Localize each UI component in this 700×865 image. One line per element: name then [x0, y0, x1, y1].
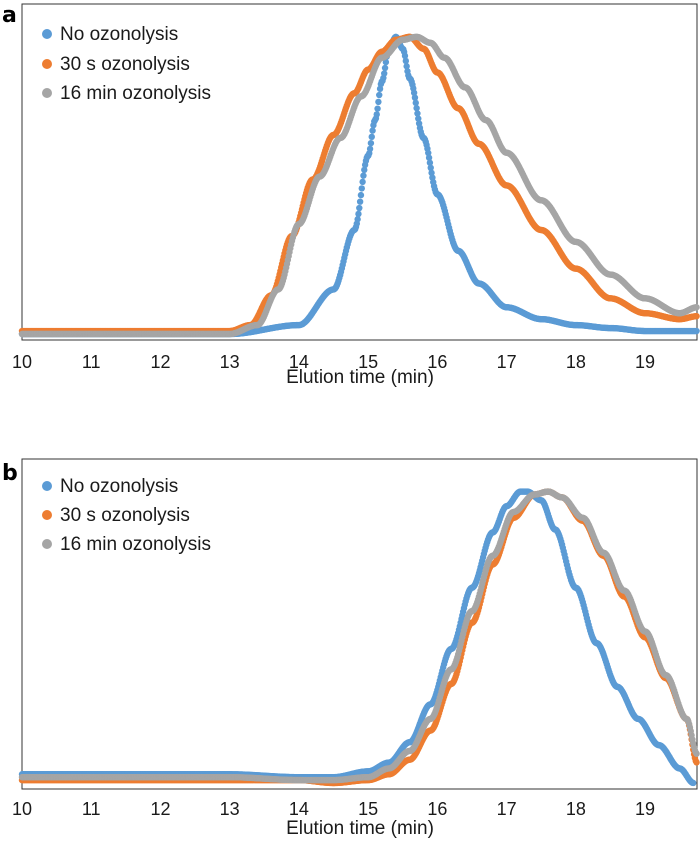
data-point — [425, 149, 432, 157]
data-point — [376, 91, 383, 99]
legend-item: 30 s ozonolysis — [42, 505, 190, 526]
data-point — [374, 105, 381, 112]
legend-item: No ozonolysis — [42, 24, 178, 45]
x-tick-label: 18 — [566, 799, 586, 819]
data-point — [381, 70, 388, 77]
x-tick-label: 19 — [635, 352, 655, 372]
data-point — [693, 750, 700, 757]
legend-label: No ozonolysis — [60, 476, 178, 497]
x-tick-label: 13 — [220, 352, 240, 372]
data-point — [693, 759, 700, 766]
data-point — [415, 115, 422, 122]
legend-marker — [42, 29, 52, 39]
data-point — [382, 58, 390, 66]
x-tick-label: 16 — [427, 799, 447, 819]
panel-a-x-ticks: 10 11 12 13 14 15 16 17 18 19 — [12, 352, 655, 372]
x-tick-label: 11 — [82, 799, 101, 819]
data-point — [360, 172, 367, 179]
legend-item: 16 min ozonolysis — [42, 83, 211, 104]
panel-b-plot-frame — [21, 458, 698, 790]
x-tick-label: 14 — [289, 352, 309, 372]
x-tick-label: 17 — [497, 352, 517, 372]
data-point — [361, 166, 368, 174]
data-point — [425, 154, 433, 161]
data-point — [426, 159, 434, 166]
x-tick-label: 15 — [358, 352, 378, 372]
panel-a-legend: No ozonolysis 30 s ozonolysis 16 min ozo… — [42, 24, 211, 104]
x-tick-label: 19 — [635, 799, 655, 819]
x-tick-label: 15 — [358, 799, 378, 819]
panel-b-x-ticks: 10 11 12 13 14 15 16 17 18 19 — [12, 799, 655, 819]
panel-b-series — [18, 488, 700, 787]
data-point — [413, 104, 420, 112]
data-point — [414, 110, 421, 117]
legend-marker — [42, 481, 52, 491]
data-point — [381, 64, 389, 72]
data-point — [354, 216, 361, 223]
panel-b-label: b — [2, 461, 18, 486]
legend-label: 30 s ozonolysis — [60, 505, 190, 526]
legend-marker — [42, 59, 52, 69]
x-tick-label: 14 — [289, 799, 309, 819]
panel-b: b 10 11 12 13 14 15 16 17 18 19 Elution time (min… — [2, 458, 700, 839]
legend-marker — [42, 510, 52, 520]
data-point — [358, 185, 365, 192]
panel-b-x-axis-label: Elution time (min) — [286, 818, 434, 839]
data-point — [412, 99, 419, 107]
data-point — [369, 127, 376, 134]
data-point — [368, 133, 375, 141]
legend-marker — [42, 88, 52, 98]
x-tick-label: 13 — [220, 799, 240, 819]
x-tick-label: 10 — [12, 352, 32, 372]
legend-item: 30 s ozonolysis — [42, 54, 190, 75]
data-point — [359, 178, 366, 186]
x-tick-label: 18 — [566, 352, 586, 372]
data-point — [693, 327, 700, 335]
legend-item: No ozonolysis — [42, 476, 178, 497]
legend-marker — [42, 539, 52, 549]
legend-label: No ozonolysis — [60, 24, 178, 45]
data-point — [366, 145, 374, 153]
data-point — [427, 164, 434, 172]
panel-a-label: a — [2, 3, 17, 28]
x-tick-label: 10 — [12, 799, 32, 819]
panel-a-x-axis-label: Elution time (min) — [286, 367, 434, 388]
x-tick-label: 17 — [497, 799, 517, 819]
data-point — [376, 85, 384, 93]
data-point — [373, 111, 380, 118]
data-point — [356, 204, 363, 212]
data-point — [402, 57, 410, 65]
data-point — [410, 89, 418, 97]
x-tick-label: 16 — [427, 352, 447, 372]
legend-label: 30 s ozonolysis — [60, 54, 190, 75]
data-point — [428, 169, 435, 177]
data-point — [357, 191, 365, 199]
panel-a: a 10 11 12 13 14 15 16 17 18 19 Elution time (min… — [2, 3, 700, 388]
series — [18, 33, 700, 338]
data-point — [367, 139, 375, 147]
data-point — [693, 304, 700, 311]
panel-a-plot-frame — [21, 3, 698, 341]
legend-label: 16 min ozonolysis — [60, 534, 211, 555]
x-tick-label: 12 — [150, 352, 170, 372]
data-point — [355, 210, 362, 218]
data-point — [690, 779, 697, 787]
x-tick-label: 11 — [82, 352, 101, 372]
data-point — [411, 94, 419, 101]
legend-label: 16 min ozonolysis — [60, 83, 211, 104]
data-point — [356, 198, 364, 205]
panel-a-series — [18, 33, 700, 338]
data-point — [401, 52, 409, 60]
data-point — [375, 98, 382, 106]
legend-item: 16 min ozonolysis — [42, 534, 211, 555]
x-tick-label: 12 — [150, 799, 170, 819]
data-point — [693, 312, 700, 320]
data-point — [403, 63, 410, 70]
